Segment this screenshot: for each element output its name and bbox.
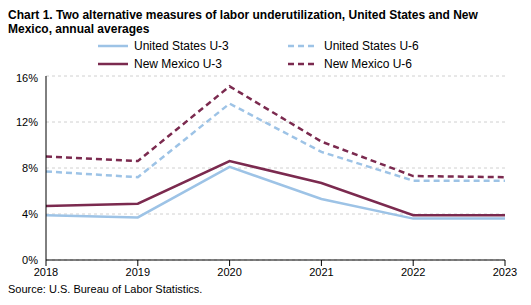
svg-text:2021: 2021 bbox=[309, 266, 333, 278]
svg-text:12%: 12% bbox=[16, 116, 38, 128]
svg-text:2020: 2020 bbox=[217, 266, 241, 278]
svg-text:2022: 2022 bbox=[401, 266, 425, 278]
html-text:Chart 1. Two alternative measu: Chart 1. Two alternative measures of lab… bbox=[8, 8, 478, 36]
svg-text:2023: 2023 bbox=[493, 266, 517, 278]
svg-text:2018: 2018 bbox=[34, 266, 58, 278]
svg-text:2019: 2019 bbox=[126, 266, 150, 278]
html-text:United States U-6: United States U-6 bbox=[324, 39, 419, 53]
html-text:Source: U.S. Bureau of Labor S: Source: U.S. Bureau of Labor Statistics. bbox=[8, 283, 203, 295]
svg-text:16%: 16% bbox=[16, 72, 38, 84]
svg-text:8%: 8% bbox=[22, 162, 38, 174]
svg-text:4%: 4% bbox=[22, 208, 38, 220]
html-text:New Mexico U-6: New Mexico U-6 bbox=[324, 57, 412, 71]
svg-text:0%: 0% bbox=[22, 254, 38, 266]
html-text:New Mexico U-3: New Mexico U-3 bbox=[134, 57, 222, 71]
html-text:United States U-3: United States U-3 bbox=[134, 39, 229, 53]
